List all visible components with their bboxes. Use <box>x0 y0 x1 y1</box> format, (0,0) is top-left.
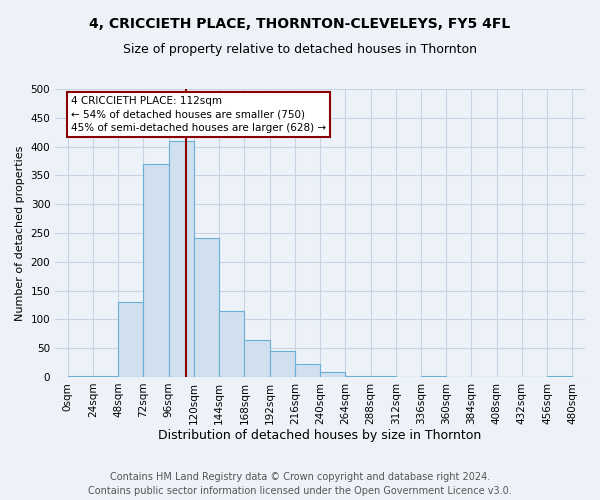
Text: Size of property relative to detached houses in Thornton: Size of property relative to detached ho… <box>123 42 477 56</box>
Text: 4 CRICCIETH PLACE: 112sqm
← 54% of detached houses are smaller (750)
45% of semi: 4 CRICCIETH PLACE: 112sqm ← 54% of detac… <box>71 96 326 133</box>
Bar <box>346 376 371 377</box>
Text: Contains HM Land Registry data © Crown copyright and database right 2024.: Contains HM Land Registry data © Crown c… <box>110 472 490 482</box>
Bar <box>547 376 572 377</box>
Bar <box>421 376 446 377</box>
Bar <box>244 340 269 377</box>
Bar <box>143 164 169 377</box>
Bar <box>269 351 295 377</box>
X-axis label: Distribution of detached houses by size in Thornton: Distribution of detached houses by size … <box>158 430 482 442</box>
Text: Contains public sector information licensed under the Open Government Licence v3: Contains public sector information licen… <box>88 486 512 496</box>
Bar <box>320 372 346 377</box>
Bar <box>295 364 320 377</box>
Bar <box>93 376 118 377</box>
Bar <box>169 141 194 377</box>
Bar <box>194 238 219 377</box>
Bar <box>118 302 143 377</box>
Bar <box>371 376 396 377</box>
Bar <box>68 376 93 377</box>
Text: 4, CRICCIETH PLACE, THORNTON-CLEVELEYS, FY5 4FL: 4, CRICCIETH PLACE, THORNTON-CLEVELEYS, … <box>89 18 511 32</box>
Y-axis label: Number of detached properties: Number of detached properties <box>15 146 25 320</box>
Bar <box>219 310 244 377</box>
